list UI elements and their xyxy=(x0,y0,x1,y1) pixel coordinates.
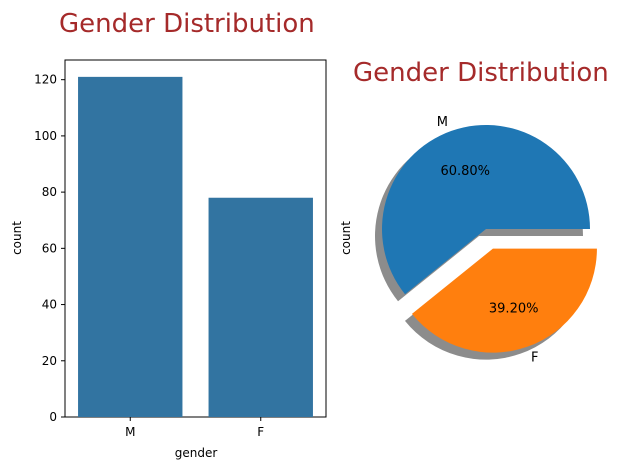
bar-chart-title: Gender Distribution xyxy=(59,9,315,39)
y-axis: 0 20 40 60 80 100 120 xyxy=(34,73,65,424)
y-tick-label: 20 xyxy=(42,354,57,368)
y-tick-label: 120 xyxy=(34,73,57,87)
x-axis-label: gender xyxy=(175,446,218,460)
x-tick-label: F xyxy=(257,425,264,439)
pie-chart: Gender Distribution count 60.80% M 39.20% F xyxy=(339,58,609,365)
x-tick-label: M xyxy=(125,425,135,439)
y-tick-label: 80 xyxy=(42,185,57,199)
y-tick-label: 0 xyxy=(49,410,57,424)
pie-chart-title: Gender Distribution xyxy=(353,58,609,88)
pie-percent-label: 60.80% xyxy=(440,164,490,179)
pie-ylabel: count xyxy=(339,221,353,255)
y-axis-label: count xyxy=(10,221,24,255)
bars xyxy=(78,76,313,417)
pie-category-label: M xyxy=(437,115,448,130)
bar-m xyxy=(78,76,183,417)
pie-wedge-f xyxy=(411,248,597,353)
y-tick-label: 100 xyxy=(34,129,57,143)
bar-plot-frame xyxy=(64,59,327,418)
pie-wedges xyxy=(382,125,597,353)
y-tick-label: 60 xyxy=(42,241,57,255)
pie-category-label: F xyxy=(531,350,538,365)
bar-f xyxy=(208,197,313,417)
pie-wedge-m xyxy=(382,125,590,295)
pie-percent-label: 39.20% xyxy=(489,301,539,316)
pie-labels: 60.80% M 39.20% F xyxy=(437,115,539,365)
y-tick-label: 40 xyxy=(42,298,57,312)
